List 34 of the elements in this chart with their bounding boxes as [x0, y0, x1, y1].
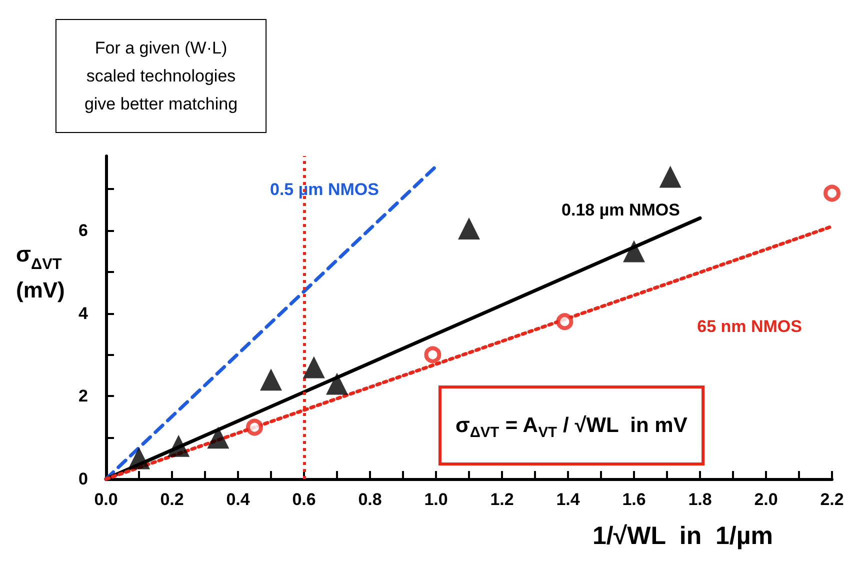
point — [556, 313, 574, 330]
text: For a given (W·L) scaled technologies give better matching — [84, 38, 238, 114]
point — [424, 346, 442, 364]
y-tick-label: 6 — [78, 221, 88, 240]
x-tick-label: 1.0 — [424, 490, 448, 509]
x-tick-label: 0.0 — [94, 490, 118, 509]
point — [458, 217, 480, 240]
point — [824, 184, 840, 202]
x-axis-title: 1/√WL in 1/µm — [592, 522, 773, 550]
point — [246, 418, 263, 436]
point — [302, 356, 325, 378]
x-tick-label: 0.4 — [226, 490, 250, 509]
series-label: 0.5 µm NMOS — [270, 180, 379, 199]
x-tick-label: 2.0 — [754, 490, 778, 509]
x-tick-label: 0.8 — [358, 490, 382, 509]
x-tick-label: 1.8 — [688, 490, 712, 509]
x-tick-label: 2.2 — [820, 490, 844, 509]
x-tick-label: 1.2 — [490, 490, 514, 509]
x-tick-label: 1.6 — [622, 490, 646, 509]
point — [128, 447, 150, 470]
point — [207, 426, 230, 449]
point — [326, 372, 348, 395]
point — [623, 240, 645, 262]
series-label: 0.18 µm NMOS — [562, 200, 680, 220]
point — [168, 434, 190, 457]
text: 65 nm NMOS — [697, 316, 802, 336]
point — [260, 368, 282, 391]
y-tick-label: 4 — [78, 304, 89, 323]
y-tick-label: 2 — [78, 386, 88, 406]
x-tick-label: 0.2 — [160, 490, 184, 509]
x-tick-label: 1.4 — [556, 490, 580, 509]
x-tick-label: 0.6 — [292, 490, 316, 509]
y-tick-label: 0 — [78, 470, 88, 488]
point — [659, 166, 682, 188]
